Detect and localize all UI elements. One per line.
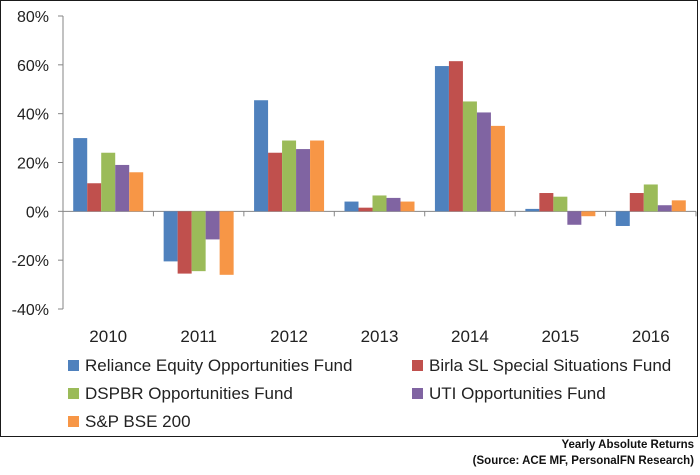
bar-chart: -40%-20%0%20%40%60%80% 2010 2011 2012 2013 2… (0, 0, 700, 437)
legend-swatch (68, 416, 79, 427)
bar (268, 153, 282, 212)
legend-label: Birla SL Special Situations Fund (429, 356, 671, 375)
bar (310, 141, 324, 212)
bar (282, 141, 296, 212)
x-tick-label: 2010 (89, 327, 127, 346)
legend: Reliance Equity Opportunities Fund Birla … (68, 356, 671, 431)
bar (616, 211, 630, 226)
x-tick-label: 2015 (541, 327, 579, 346)
bar (87, 183, 101, 211)
legend-swatch (412, 388, 423, 399)
legend-label: UTI Opportunities Fund (429, 384, 606, 403)
bar (567, 211, 581, 224)
bar (192, 211, 206, 271)
bar (73, 138, 87, 211)
bar (401, 202, 415, 212)
bar (164, 211, 178, 261)
legend-label: Reliance Equity Opportunities Fund (85, 356, 352, 375)
bar (129, 172, 143, 211)
bar (449, 61, 463, 211)
y-tick-label: -40% (12, 302, 49, 319)
x-tick-label: 2016 (632, 327, 670, 346)
bar (101, 153, 115, 212)
footnote-title: Yearly Absolute Returns (473, 437, 694, 453)
bar (463, 101, 477, 211)
bar (359, 208, 373, 212)
footnote: Yearly Absolute Returns (Source: ACE MF,… (473, 437, 694, 469)
legend-label: S&P BSE 200 (85, 412, 191, 431)
bars (73, 61, 686, 275)
bar (581, 211, 595, 216)
bar (220, 211, 234, 274)
y-tick-label: 20% (17, 156, 49, 173)
y-tick-label: 40% (17, 107, 49, 124)
x-tick-label: 2014 (451, 327, 489, 346)
x-tick-label: 2013 (361, 327, 399, 346)
bar (553, 197, 567, 212)
bar (206, 211, 220, 239)
bar (477, 112, 491, 211)
bar (178, 211, 192, 273)
x-tick-label: 2011 (180, 327, 217, 346)
bar (630, 193, 644, 211)
footnote-source: (Source: ACE MF, PersonalFN Research) (473, 453, 694, 469)
y-tick-label: 60% (17, 58, 49, 75)
bar (115, 165, 129, 211)
y-tick-label: 0% (26, 204, 49, 221)
x-axis: 2010 2011 2012 2013 2014 2015 2016 (63, 211, 696, 346)
legend-swatch (412, 360, 423, 371)
bar (387, 198, 401, 211)
bar (672, 200, 686, 211)
bar (254, 100, 268, 211)
bar (539, 193, 553, 211)
legend-swatch (68, 360, 79, 371)
legend-swatch (68, 388, 79, 399)
bar (296, 149, 310, 211)
bar (373, 195, 387, 211)
bar (525, 209, 539, 211)
bar (491, 126, 505, 211)
bar (345, 202, 359, 212)
y-axis: -40% -20% 0% 20% 40% 60% 80% (12, 9, 63, 319)
bar (435, 66, 449, 211)
y-tick-label: -20% (12, 253, 49, 270)
x-tick-label: 2012 (270, 327, 308, 346)
legend-label: DSPBR Opportunities Fund (85, 384, 293, 403)
y-tick-label: 80% (17, 9, 49, 26)
bar (658, 205, 672, 211)
bar (644, 184, 658, 211)
